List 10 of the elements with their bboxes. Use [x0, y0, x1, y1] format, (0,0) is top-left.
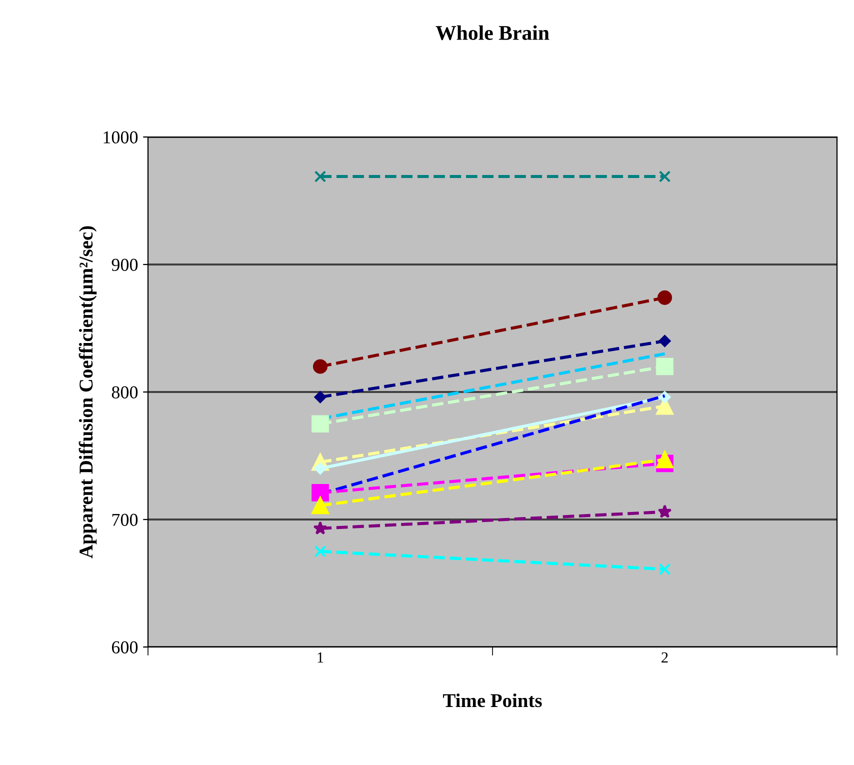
y-tick-label: 1000: [104, 131, 138, 144]
y-tick-label: 900: [112, 258, 138, 271]
y-tick-label: 800: [112, 386, 138, 398]
y-tick-label: 600: [112, 641, 138, 654]
y-axis-title: Apparent Diffusion Coefficient(µm²/sec): [78, 226, 97, 558]
x-tick-label: 2: [662, 652, 668, 662]
x-tick-label: 1: [318, 652, 324, 662]
x-axis-title: Time Points: [443, 693, 542, 708]
chart-title: Whole Brain: [436, 25, 550, 40]
y-tick-label: 700: [112, 514, 138, 526]
